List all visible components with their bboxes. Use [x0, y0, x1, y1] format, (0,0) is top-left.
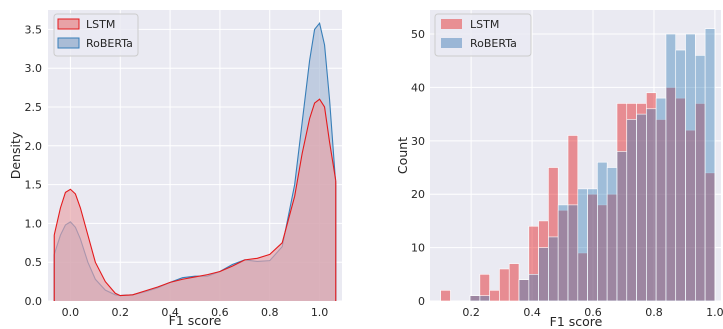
density-plot: 0.0 0.2 0.4 0.6 0.8 1.0 0.0 0.5 1.0 1.5 2.0 2.5 3.0… [8, 10, 342, 328]
legend-swatch-roberta-hist [441, 38, 462, 48]
histogram-bar-roberta [587, 188, 598, 302]
histogram-x-tick-label: 0.6 [584, 306, 602, 319]
density-y-tick-label: 2.5 [25, 101, 43, 114]
histogram-x-tick-label: 0.2 [462, 306, 480, 319]
histogram-bar-roberta [557, 204, 569, 302]
histogram-y-tick-label: 30 [411, 135, 425, 148]
density-x-tick-label: 0.0 [62, 306, 80, 319]
histogram-y-tick-label: 0 [418, 295, 425, 308]
density-x-tick-label: 0.2 [112, 306, 130, 319]
density-x-tick-label: 0.6 [211, 306, 229, 319]
histogram-bar-lstm [499, 268, 510, 302]
legend-swatch-lstm [57, 18, 80, 30]
legend-swatch-roberta [57, 37, 80, 49]
density-gridlines [48, 10, 342, 302]
density-legend: LSTM RoBERTa [53, 13, 139, 57]
histogram-bar-roberta [606, 167, 618, 302]
histogram-bar-roberta [704, 28, 716, 302]
histogram-plot-area [430, 10, 721, 301]
density-y-tick-label: 1.5 [25, 179, 43, 192]
density-x-tick-label: 1.0 [311, 306, 329, 319]
density-y-ticks: 0.0 0.5 1.0 1.5 2.0 2.5 3.0 3.5 [25, 23, 43, 308]
histogram-bar-roberta [695, 55, 706, 302]
histogram-y-tick-label: 40 [411, 81, 425, 94]
legend-label-roberta: RoBERTa [86, 37, 133, 50]
histogram-bar-roberta [479, 295, 490, 302]
histogram-y-tick-label: 10 [411, 242, 425, 255]
histogram-bar-roberta [538, 247, 549, 302]
density-x-tick-label: 0.4 [161, 306, 179, 319]
density-y-tick-label: 2.0 [25, 140, 43, 153]
histogram-plot: 0.2 0.4 0.6 0.8 1.0 0 10 20 30 40 50 F1 score Cou… [395, 10, 723, 329]
density-area-lstm [54, 99, 336, 302]
density-y-tick-label: 1.0 [25, 217, 43, 230]
density-y-tick-label: 3.0 [25, 62, 43, 75]
histogram-bar-roberta [518, 279, 530, 302]
density-line-lstm [53, 98, 337, 297]
histogram-bar-roberta [469, 295, 481, 302]
histogram-bar-roberta [616, 151, 628, 302]
histogram-bar-roberta [685, 33, 696, 302]
histogram-bar-roberta [636, 113, 647, 302]
histogram-bar-roberta [597, 161, 608, 302]
histogram-legend: LSTM RoBERTa [434, 13, 532, 57]
histogram-bar-roberta [675, 49, 686, 302]
histogram-bar-roberta [655, 97, 667, 302]
histogram-bar-roberta [646, 108, 657, 302]
density-series [53, 21, 337, 302]
density-y-tick-label: 3.5 [25, 23, 43, 36]
histogram-x-axis-label: F1 score [550, 314, 603, 329]
histogram-bar-lstm [440, 290, 451, 302]
histogram-bars-roberta [469, 28, 716, 302]
density-x-ticks: 0.0 0.2 0.4 0.6 0.8 1.0 [62, 306, 329, 319]
density-x-tick-label: 0.8 [261, 306, 279, 319]
density-y-tick-label: 0.0 [25, 295, 43, 308]
histogram-bar-lstm [508, 263, 520, 302]
histogram-bar-roberta [577, 188, 588, 302]
histogram-bar-lstm [489, 290, 500, 302]
density-x-axis-label: F1 score [169, 313, 222, 328]
legend-label-lstm-hist: LSTM [470, 18, 499, 31]
histogram-x-tick-label: 1.0 [706, 306, 723, 319]
legend-label-roberta-hist: RoBERTa [470, 37, 517, 50]
histogram-y-axis-label: Count [395, 137, 410, 174]
histogram-bar-roberta [548, 236, 559, 302]
histogram-bar-roberta [528, 274, 539, 302]
histogram-x-tick-label: 0.8 [645, 306, 663, 319]
histogram-bar-roberta [626, 119, 637, 302]
histogram-y-tick-label: 50 [411, 28, 425, 41]
histogram-bar-roberta [567, 204, 579, 302]
histogram-y-tick-label: 20 [411, 188, 425, 201]
density-y-tick-label: 0.5 [25, 256, 43, 269]
histogram-bars-lstm [440, 87, 716, 302]
histogram-x-ticks: 0.2 0.4 0.6 0.8 1.0 [462, 306, 723, 319]
density-y-axis-label: Density [8, 131, 23, 179]
legend-swatch-lstm-hist [441, 19, 462, 29]
histogram-y-ticks: 0 10 20 30 40 50 [411, 28, 425, 308]
histogram-bar-roberta [665, 33, 677, 302]
legend-label-lstm: LSTM [86, 18, 115, 31]
histogram-x-tick-label: 0.4 [523, 306, 541, 319]
